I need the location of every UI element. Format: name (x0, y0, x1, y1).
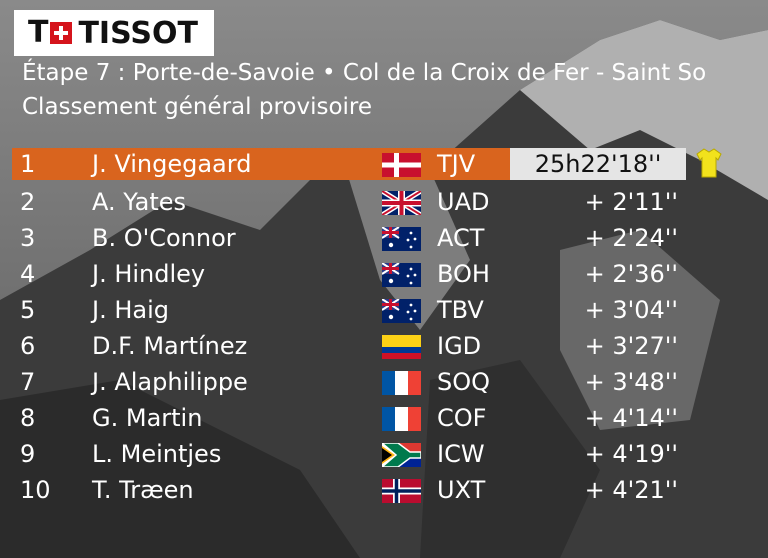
tissot-mark: T (28, 15, 73, 50)
rider-name: T. Træen (92, 476, 194, 504)
team-code: BOH (437, 260, 490, 288)
rank: 5 (20, 296, 36, 324)
uk-flag-icon (382, 191, 421, 215)
team-code: UAD (437, 188, 490, 216)
rider-name: G. Martin (92, 404, 203, 432)
rider-name: J. Haig (92, 296, 169, 324)
standings-row: 1 J. Vingegaard TJV (12, 148, 512, 180)
standings-row: 2 A. Yates UAD (12, 186, 512, 218)
rider-name: B. O'Connor (92, 224, 236, 252)
standings-row: 6 D.F. Martínez IGD (12, 330, 512, 362)
standings-row: 4 J. Hindley BOH (12, 258, 512, 290)
rider-name: J. Vingegaard (92, 150, 252, 178)
time-gap: + 2'24'' (584, 224, 678, 252)
france-flag-icon (382, 407, 421, 431)
rider-name: J. Hindley (92, 260, 206, 288)
time-gap: + 3'04'' (584, 296, 678, 324)
yellow-jersey-icon (696, 148, 722, 178)
time-gap: + 4'14'' (584, 404, 678, 432)
standings-row: 5 J. Haig TBV (12, 294, 512, 326)
south-africa-flag-icon (382, 443, 421, 467)
swiss-cross-icon (50, 22, 73, 44)
france-flag-icon (382, 371, 421, 395)
rank: 8 (20, 404, 36, 432)
time-gap: + 2'36'' (584, 260, 678, 288)
logo-word: TISSOT (78, 15, 198, 51)
rider-name: A. Yates (92, 188, 186, 216)
tissot-logo: T TISSOT (14, 10, 214, 56)
team-code: IGD (437, 332, 482, 360)
team-code: ICW (437, 440, 485, 468)
time-gap: + 4'21'' (584, 476, 678, 504)
rank: 6 (20, 332, 36, 360)
standings-row: 9 L. Meintjes ICW (12, 438, 512, 470)
logo-t: T (28, 15, 49, 50)
team-code: TJV (437, 150, 476, 178)
team-code: COF (437, 404, 487, 432)
standings-row: 10 T. Træen UXT (12, 474, 512, 506)
time-gap: + 3'48'' (584, 368, 678, 396)
rank: 7 (20, 368, 36, 396)
team-code: ACT (437, 224, 485, 252)
time-gap: + 2'11'' (584, 188, 678, 216)
time-gap: + 4'19'' (584, 440, 678, 468)
rank: 2 (20, 188, 36, 216)
standings-row: 8 G. Martin COF (12, 402, 512, 434)
denmark-flag-icon (382, 153, 421, 177)
rank: 1 (20, 150, 36, 178)
australia-flag-icon (382, 227, 421, 251)
team-code: TBV (437, 296, 484, 324)
leader-time: 25h22'18'' (510, 148, 686, 180)
standings-row: 7 J. Alaphilippe SOQ (12, 366, 512, 398)
team-code: SOQ (437, 368, 491, 396)
rider-name: D.F. Martínez (92, 332, 248, 360)
rank: 4 (20, 260, 36, 288)
rank: 10 (20, 476, 51, 504)
stage-title: Étape 7 : Porte-de-Savoie • Col de la Cr… (22, 60, 707, 86)
rank: 9 (20, 440, 36, 468)
australia-flag-icon (382, 263, 421, 287)
rider-name: J. Alaphilippe (92, 368, 248, 396)
australia-flag-icon (382, 299, 421, 323)
rider-name: L. Meintjes (92, 440, 222, 468)
stage-subtitle: Classement général provisoire (22, 94, 373, 120)
team-code: UXT (437, 476, 486, 504)
time-gap: + 3'27'' (584, 332, 678, 360)
standings-row: 3 B. O'Connor ACT (12, 222, 512, 254)
colombia-flag-icon (382, 335, 421, 359)
rank: 3 (20, 224, 36, 252)
norway-flag-icon (382, 479, 421, 503)
